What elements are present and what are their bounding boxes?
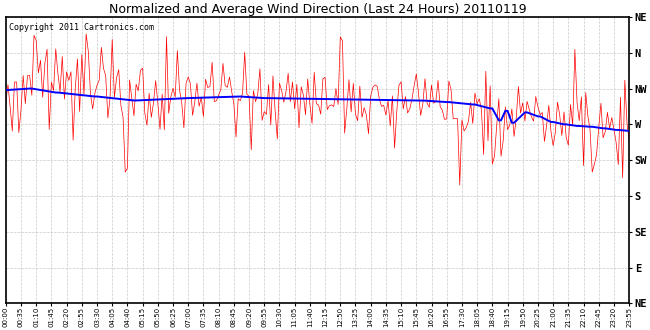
Title: Normalized and Average Wind Direction (Last 24 Hours) 20110119: Normalized and Average Wind Direction (L…: [109, 3, 526, 16]
Text: Copyright 2011 Cartronics.com: Copyright 2011 Cartronics.com: [9, 23, 154, 32]
